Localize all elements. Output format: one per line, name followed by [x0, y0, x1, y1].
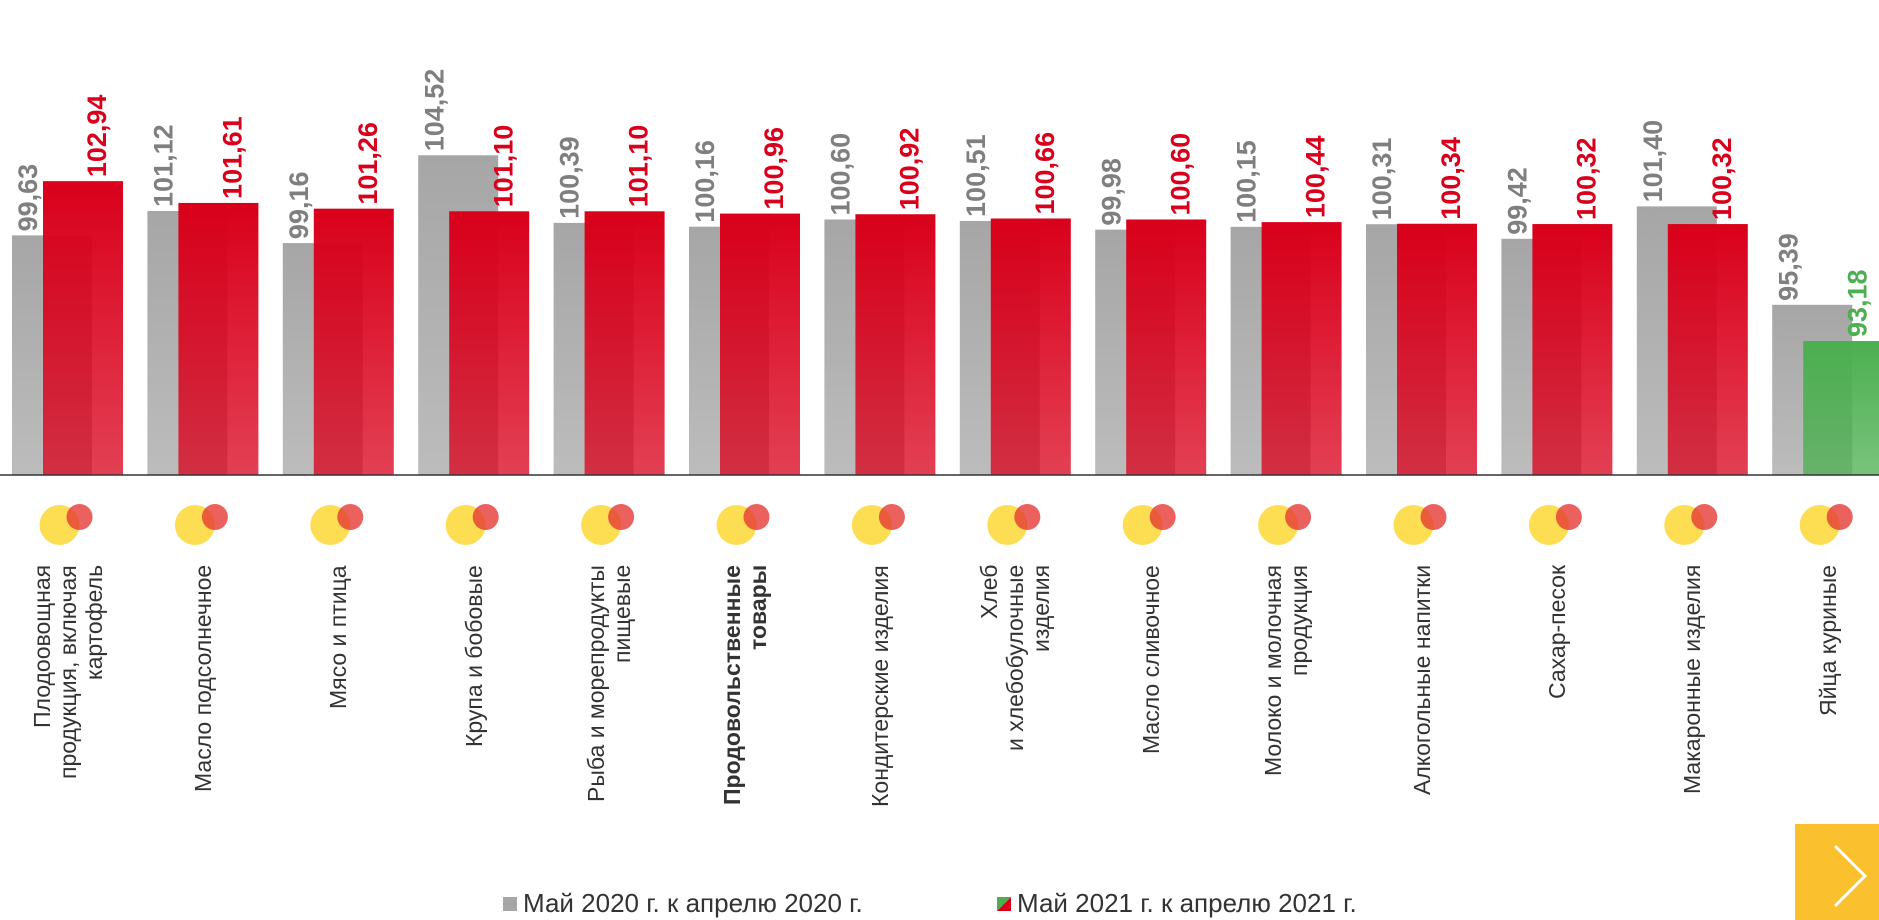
value-label: 101,10 [488, 125, 518, 208]
icon-part [743, 504, 770, 530]
value-label: 99,42 [1503, 167, 1533, 235]
value-label: 95,39 [1773, 233, 1803, 301]
category-label: Рыба и морепродукты пищевые [583, 565, 636, 802]
category-label: Мясо и птица [325, 565, 352, 709]
category-label: Плодоовощная продукция, включая картофел… [28, 565, 107, 779]
category-label: Молоко и молочная продукция [1260, 565, 1313, 776]
icon-part [472, 504, 499, 530]
category-label: Масло подсолнечное [189, 565, 216, 793]
value-label: 100,66 [1030, 132, 1060, 215]
value-label: 104,52 [419, 69, 449, 152]
value-label: 101,10 [624, 125, 654, 208]
value-label: 100,44 [1301, 136, 1331, 219]
bar [313, 208, 394, 475]
value-label: 99,98 [1096, 158, 1126, 226]
legend-swatch [503, 897, 517, 911]
value-label: 100,32 [1707, 137, 1737, 220]
value-label: 100,15 [1232, 140, 1262, 223]
category-label: Макаронные изделия [1679, 565, 1706, 795]
next-arrow [1833, 844, 1868, 908]
bar [449, 211, 530, 476]
icon-part [1014, 504, 1041, 530]
value-label: 101,26 [353, 122, 383, 205]
value-label: 93,18 [1842, 269, 1872, 337]
bar [1261, 222, 1342, 475]
bar [43, 181, 123, 476]
category-label: Алкогольные напитки [1408, 565, 1435, 796]
bar [1803, 341, 1879, 475]
category-icon [581, 504, 635, 545]
legend-label: Май 2020 г. к апрелю 2020 г. [523, 888, 863, 918]
bar [720, 213, 800, 475]
icon-part [1420, 504, 1447, 530]
bar [1667, 224, 1748, 475]
icon-part [337, 504, 364, 530]
category-label: Сахар-песок [1543, 565, 1570, 700]
icon-part [1555, 504, 1582, 530]
value-label: 100,31 [1367, 138, 1397, 221]
value-label: 100,16 [690, 140, 720, 223]
bar [178, 202, 259, 476]
bar [855, 214, 936, 475]
icon-part [878, 504, 905, 530]
icon-part [1691, 504, 1718, 530]
bar [990, 218, 1071, 475]
value-label: 100,34 [1436, 137, 1466, 220]
category-label: Крупа и бобовые [460, 565, 487, 747]
legend-swatch [997, 897, 1011, 911]
bar [1126, 219, 1207, 475]
icon-part [1285, 504, 1312, 530]
value-label: 102,94 [82, 95, 112, 178]
category-label: Хлеб и хлебобулочные изделия [976, 565, 1055, 752]
legend-label: Май 2021 г. к апрелю 2021 г. [1017, 888, 1357, 918]
category-label: Яйца куриные [1814, 565, 1841, 717]
value-label: 100,39 [555, 136, 585, 219]
category-icon [1122, 504, 1176, 545]
category-label: Масло сливочное [1137, 565, 1164, 754]
bar [1397, 223, 1477, 475]
category-icon [1664, 504, 1718, 545]
value-label: 100,92 [895, 128, 925, 211]
category-icon [39, 504, 93, 545]
value-label: 101,12 [149, 124, 179, 207]
icon-part [608, 504, 635, 530]
value-label: 101,40 [1638, 120, 1668, 203]
value-label: 100,96 [759, 127, 789, 210]
category-label: Продовольственные товары [718, 565, 771, 805]
value-label: 100,60 [1165, 133, 1195, 216]
bar [1532, 224, 1613, 475]
next-button[interactable] [1795, 824, 1879, 920]
icon-part [201, 504, 228, 530]
icon-part [1149, 504, 1176, 530]
category-icon [445, 504, 499, 545]
value-label: 100,32 [1572, 137, 1602, 220]
category-icon [987, 504, 1041, 545]
category-icon [1258, 504, 1312, 545]
value-label: 99,63 [13, 164, 43, 232]
category-icon [1393, 504, 1447, 545]
icon-part [66, 504, 93, 530]
value-label: 99,16 [284, 171, 314, 239]
category-icon [174, 504, 228, 545]
bar [584, 211, 665, 476]
icon-part [1826, 504, 1853, 530]
category-icon [310, 504, 364, 545]
category-icon [1528, 504, 1582, 545]
category-icon [1799, 504, 1853, 545]
category-icon [851, 504, 905, 545]
category-icon [716, 504, 770, 545]
value-label: 101,61 [218, 116, 248, 199]
category-label: Кондитерские изделия [866, 565, 893, 807]
value-label: 100,60 [826, 133, 856, 216]
value-label: 100,51 [961, 134, 991, 217]
